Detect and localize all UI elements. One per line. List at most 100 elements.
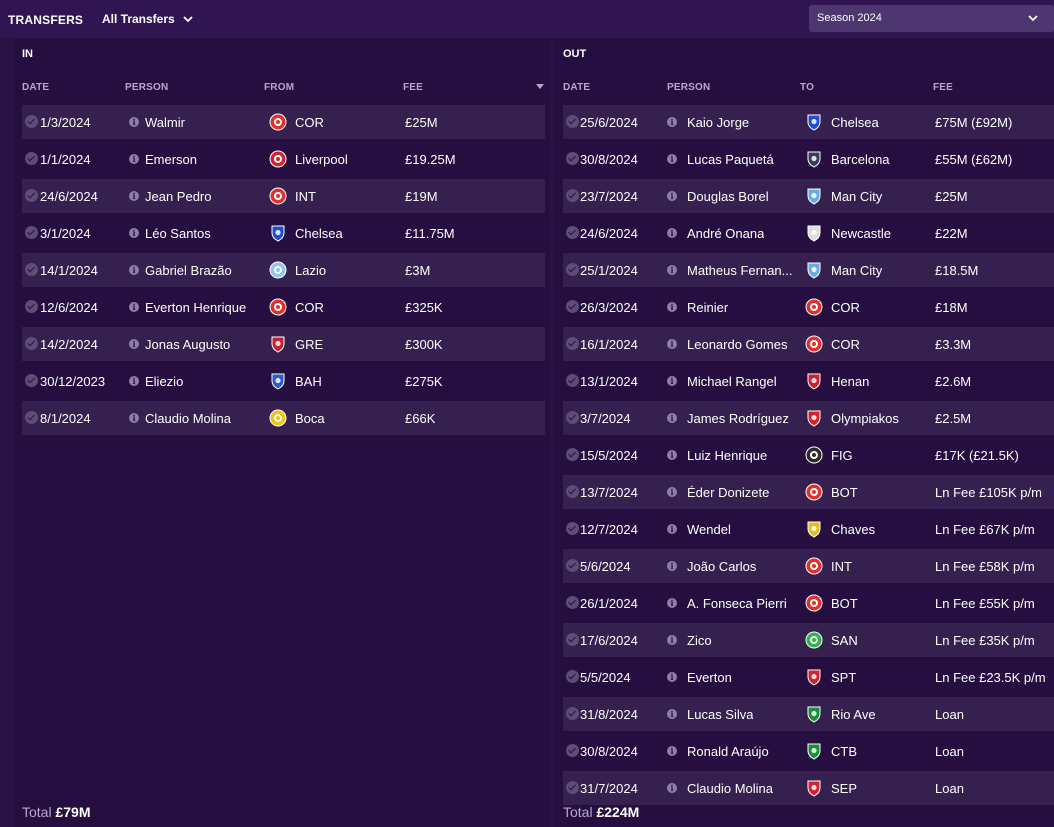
club-name-link[interactable]: BOT — [831, 596, 858, 611]
column-header-fee[interactable]: FEE — [403, 82, 424, 93]
club-name-link[interactable]: Rio Ave — [831, 707, 876, 722]
info-icon[interactable]: i — [667, 302, 677, 312]
person-name-link[interactable]: Jonas Augusto — [145, 337, 231, 352]
person-name-link[interactable]: Léo Santos — [145, 226, 211, 241]
transfer-row[interactable]: 5/6/2024 i João Carlos INT Ln Fee £58K p/m — [563, 549, 1054, 583]
column-header-to[interactable]: TO — [800, 82, 815, 93]
transfer-row[interactable]: 17/6/2024 i Zico SAN Ln Fee £35K p/m — [563, 623, 1054, 657]
club-name-link[interactable]: Chelsea — [295, 226, 343, 241]
person-name-link[interactable]: Everton Henrique — [145, 300, 247, 315]
transfer-row[interactable]: 23/7/2024 i Douglas Borel Man City £25M — [563, 179, 1054, 213]
club-name-link[interactable]: COR — [831, 300, 860, 315]
column-header-date[interactable]: DATE — [22, 82, 50, 93]
person-name-link[interactable]: André Onana — [687, 226, 765, 241]
transfer-filter-dropdown[interactable]: All Transfers — [102, 12, 193, 26]
info-icon[interactable]: i — [667, 635, 677, 645]
person-name-link[interactable]: Claudio Molina — [145, 411, 231, 426]
season-select[interactable]: Season 2024 — [809, 5, 1054, 32]
club-name-link[interactable]: COR — [831, 337, 860, 352]
person-name-link[interactable]: Matheus Fernan... — [687, 263, 793, 278]
club-name-link[interactable]: COR — [295, 115, 324, 130]
club-name-link[interactable]: SAN — [831, 633, 858, 648]
transfer-row[interactable]: 15/5/2024 i Luiz Henrique FIG £17K (£21.5K) — [563, 438, 1054, 472]
info-icon[interactable]: i — [667, 598, 677, 608]
column-header-from[interactable]: FROM — [264, 82, 295, 93]
person-name-link[interactable]: Éder Donizete — [687, 485, 770, 500]
transfer-row[interactable]: 31/8/2024 i Lucas Silva Rio Ave Loan — [563, 697, 1054, 731]
info-icon[interactable]: i — [129, 228, 139, 238]
person-name-link[interactable]: Lucas Paquetá — [687, 152, 774, 167]
club-name-link[interactable]: Man City — [831, 263, 883, 278]
info-icon[interactable]: i — [129, 339, 139, 349]
column-header-person[interactable]: PERSON — [125, 82, 169, 93]
club-name-link[interactable]: Newcastle — [831, 226, 891, 241]
transfer-row[interactable]: 13/1/2024 i Michael Rangel Henan £2.6M — [563, 364, 1054, 398]
person-name-link[interactable]: João Carlos — [687, 559, 757, 574]
transfer-row[interactable]: 8/1/2024 i Claudio Molina Boca £66K — [22, 401, 545, 435]
column-header-fee[interactable]: FEE — [933, 82, 954, 93]
transfer-row[interactable]: 12/7/2024 i Wendel Chaves Ln Fee £67K p/m — [563, 512, 1054, 546]
info-icon[interactable]: i — [667, 154, 677, 164]
club-name-link[interactable]: COR — [295, 300, 324, 315]
club-name-link[interactable]: Chaves — [831, 522, 876, 537]
transfer-row[interactable]: 30/8/2024 i Ronald Araújo CTB Loan — [563, 734, 1054, 768]
transfer-row[interactable]: 13/7/2024 i Éder Donizete BOT Ln Fee £105K p… — [563, 475, 1054, 509]
club-name-link[interactable]: SPT — [831, 670, 857, 685]
person-name-link[interactable]: Zico — [687, 633, 712, 648]
club-name-link[interactable]: Chelsea — [831, 115, 879, 130]
club-name-link[interactable]: CTB — [831, 744, 857, 759]
column-header-date[interactable]: DATE — [563, 82, 591, 93]
club-name-link[interactable]: INT — [295, 189, 316, 204]
info-icon[interactable]: i — [667, 117, 677, 127]
transfer-row[interactable]: 12/6/2024 i Everton Henrique COR £325K — [22, 290, 545, 324]
info-icon[interactable]: i — [129, 413, 139, 423]
transfer-row[interactable]: 26/3/2024 i Reinier COR £18M — [563, 290, 1054, 324]
transfer-row[interactable]: 1/1/2024 i Emerson Liverpool £19.25M — [22, 142, 545, 176]
info-icon[interactable]: i — [667, 339, 677, 349]
info-icon[interactable]: i — [667, 524, 677, 534]
person-name-link[interactable]: Douglas Borel — [687, 189, 769, 204]
club-name-link[interactable]: BOT — [831, 485, 858, 500]
info-icon[interactable]: i — [667, 783, 677, 793]
person-name-link[interactable]: A. Fonseca Pierri — [687, 596, 787, 611]
transfer-row[interactable]: 25/6/2024 i Kaio Jorge Chelsea £75M (£92M) — [563, 105, 1054, 139]
person-name-link[interactable]: Reinier — [687, 300, 729, 315]
transfer-row[interactable]: 14/1/2024 i Gabriel Brazão Lazio £3M — [22, 253, 545, 287]
info-icon[interactable]: i — [129, 302, 139, 312]
transfer-row[interactable]: 3/1/2024 i Léo Santos Chelsea £11.75M — [22, 216, 545, 250]
person-name-link[interactable]: Lucas Silva — [687, 707, 754, 722]
transfer-row[interactable]: 30/12/2023 i Eliezio BAH £275K — [22, 364, 545, 398]
transfer-row[interactable]: 24/6/2024 i Jean Pedro INT £19M — [22, 179, 545, 213]
person-name-link[interactable]: Jean Pedro — [145, 189, 212, 204]
info-icon[interactable]: i — [667, 191, 677, 201]
info-icon[interactable]: i — [667, 450, 677, 460]
person-name-link[interactable]: Walmir — [145, 115, 185, 130]
info-icon[interactable]: i — [129, 265, 139, 275]
person-name-link[interactable]: Emerson — [145, 152, 198, 167]
person-name-link[interactable]: Ronald Araújo — [687, 744, 769, 759]
info-icon[interactable]: i — [667, 709, 677, 719]
info-icon[interactable]: i — [667, 265, 677, 275]
info-icon[interactable]: i — [667, 413, 677, 423]
club-name-link[interactable]: Lazio — [295, 263, 327, 278]
transfer-row[interactable]: 5/5/2024 i Everton SPT Ln Fee £23.5K p/m — [563, 660, 1054, 694]
info-icon[interactable]: i — [129, 117, 139, 127]
transfer-row[interactable]: 16/1/2024 i Leonardo Gomes COR £3.3M — [563, 327, 1054, 361]
info-icon[interactable]: i — [667, 746, 677, 756]
club-name-link[interactable]: Olympiakos — [831, 411, 899, 426]
person-name-link[interactable]: Leonardo Gomes — [687, 337, 788, 352]
club-name-link[interactable]: FIG — [831, 448, 853, 463]
transfer-row[interactable]: 30/8/2024 i Lucas Paquetá Barcelona £55M (£6… — [563, 142, 1054, 176]
info-icon[interactable]: i — [667, 228, 677, 238]
club-name-link[interactable]: Barcelona — [831, 152, 890, 167]
club-name-link[interactable]: Man City — [831, 189, 883, 204]
club-name-link[interactable]: Henan — [831, 374, 870, 389]
info-icon[interactable]: i — [667, 561, 677, 571]
person-name-link[interactable]: Wendel — [687, 522, 731, 537]
person-name-link[interactable]: Kaio Jorge — [687, 115, 750, 130]
person-name-link[interactable]: Luiz Henrique — [687, 448, 768, 463]
info-icon[interactable]: i — [667, 487, 677, 497]
column-header-person[interactable]: PERSON — [667, 82, 711, 93]
transfer-row[interactable]: 31/7/2024 i Claudio Molina SEP Loan — [563, 771, 1054, 805]
info-icon[interactable]: i — [667, 672, 677, 682]
